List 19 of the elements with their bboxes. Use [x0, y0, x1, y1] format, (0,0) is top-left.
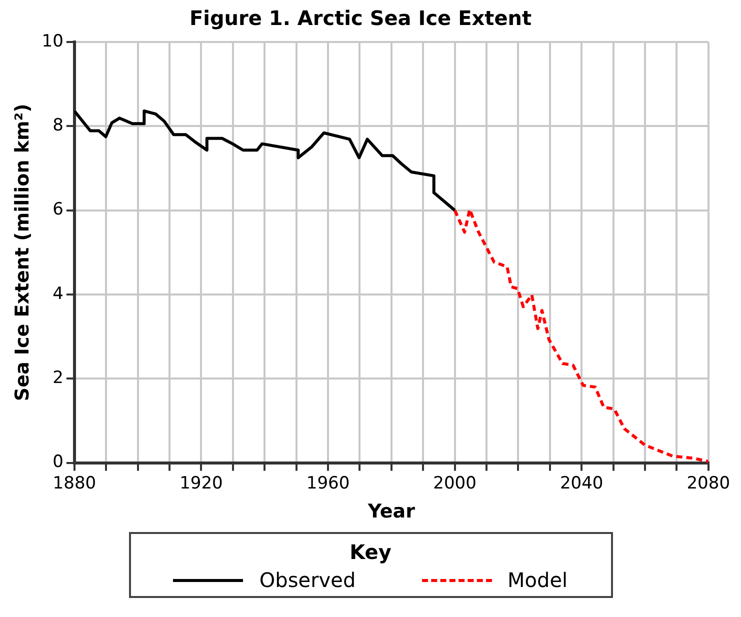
- y-tick-label: 6: [52, 200, 64, 220]
- x-tick-label: 1920: [180, 473, 223, 494]
- y-axis-title: Sea Ice Extent (million km²): [11, 104, 34, 402]
- line-series: [453, 208, 708, 463]
- y-tick-label: 4: [52, 284, 64, 304]
- x-tick-label: 2040: [560, 473, 604, 494]
- y-tick-label: 10: [42, 31, 64, 52]
- legend-title: Key: [348, 540, 392, 564]
- x-tick-label: 1960: [306, 473, 350, 494]
- x-tick-label: 2000: [433, 473, 476, 494]
- y-tick-label: 2: [52, 368, 64, 388]
- x-tick-label: 1880: [52, 473, 96, 494]
- chart-title: Figure 1. Arctic Sea Ice Extent: [189, 6, 532, 30]
- x-axis-title: Year: [366, 500, 416, 523]
- x-tick-label: 2080: [686, 473, 730, 494]
- legend-label: Observed: [259, 568, 356, 592]
- y-tick-label: 0: [52, 452, 64, 472]
- legend-label: Model: [508, 568, 568, 592]
- y-tick-label: 8: [52, 116, 64, 136]
